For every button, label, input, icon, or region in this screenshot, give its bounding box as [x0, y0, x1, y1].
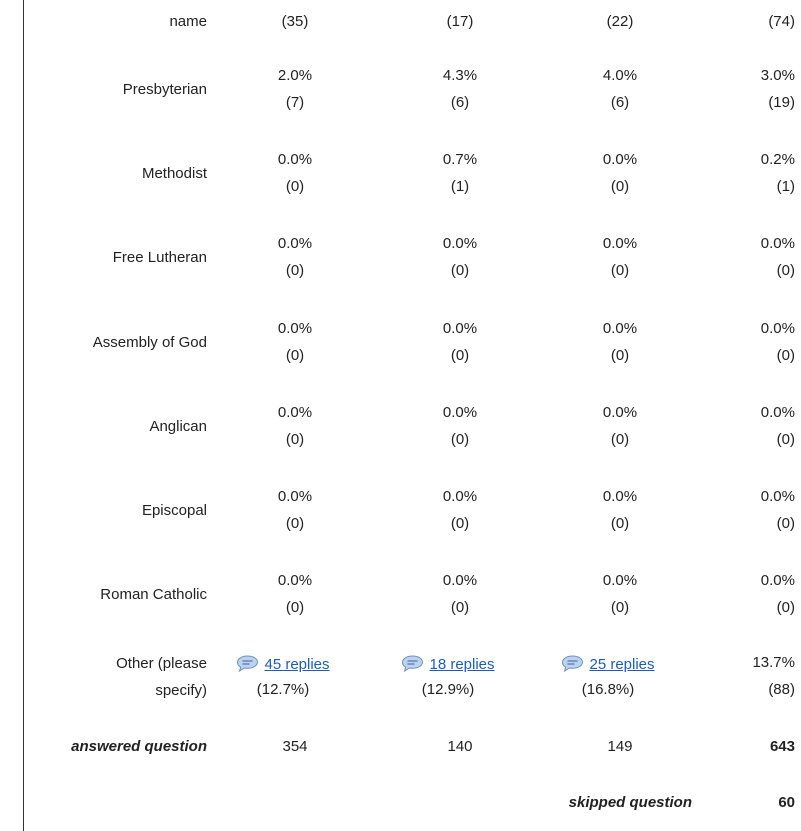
- cell-percent: 0.0%: [277, 572, 313, 590]
- cell-count: (17): [446, 13, 474, 30]
- cell-percent: 0.0%: [442, 488, 478, 505]
- cell-count: (0): [610, 430, 630, 448]
- cell-count: (0): [450, 430, 470, 448]
- cell-percent: 0.0%: [277, 235, 313, 253]
- cell-count: (1): [776, 178, 795, 196]
- cell-percent: 0.0%: [602, 403, 638, 421]
- cell-count: (0): [610, 515, 630, 532]
- cell-count: (0): [776, 346, 795, 364]
- row-label: Free Lutheran: [112, 249, 207, 267]
- cell-count: (0): [776, 515, 795, 532]
- cell-percent: 0.0%: [442, 319, 478, 337]
- cell-count: (0): [776, 430, 795, 448]
- cell-percent: 0.0%: [602, 235, 638, 253]
- cell-count: (0): [610, 262, 630, 280]
- comment-icon: [561, 655, 583, 673]
- answered-label: answered question: [71, 738, 207, 755]
- cell-count: (19): [768, 94, 795, 111]
- cell-percent: 0.0%: [602, 151, 638, 169]
- cell-count: (88): [768, 681, 795, 698]
- cell-percent: 0.7%: [442, 151, 478, 169]
- cell-percent: 0.0%: [602, 319, 638, 337]
- replies-cell: 25 replies: [561, 654, 655, 674]
- comment-icon: [236, 655, 258, 673]
- cell-count: (0): [610, 346, 630, 364]
- cell-percent: 0.0%: [442, 403, 478, 421]
- cell-percent: 4.0%: [602, 67, 638, 84]
- cell-count: (0): [450, 346, 470, 364]
- answered-count: 354: [282, 738, 308, 755]
- replies-link[interactable]: 25 replies: [589, 656, 655, 673]
- comment-icon: [401, 655, 423, 673]
- cell-count: (0): [610, 599, 630, 617]
- row-label: Anglican: [149, 417, 207, 435]
- cell-count: (0): [285, 178, 305, 196]
- row-label: Other (please specify): [116, 655, 207, 699]
- cell-count: (6): [450, 94, 470, 111]
- row-label: Episcopal: [141, 502, 207, 519]
- row-label: name: [169, 13, 207, 30]
- skipped-count: 60: [778, 794, 795, 811]
- cell-count: (0): [285, 346, 305, 364]
- answered-count: 149: [607, 738, 633, 755]
- cell-percent: 0.0%: [602, 488, 638, 505]
- cell-percent: 0.0%: [760, 403, 795, 421]
- cell-count: (0): [776, 262, 795, 280]
- cell-percent: 0.0%: [277, 488, 313, 505]
- cell-percent: 3.0%: [760, 67, 795, 84]
- cell-count: (0): [285, 599, 305, 617]
- cell-percent: (16.8%): [581, 681, 635, 698]
- cell-count: (7): [285, 94, 305, 111]
- cell-count: (74): [768, 13, 795, 30]
- cell-percent: 0.0%: [760, 319, 795, 337]
- skipped-label: skipped question: [568, 794, 692, 811]
- cell-count: (0): [285, 262, 305, 280]
- answered-count: 140: [447, 738, 473, 755]
- cell-percent: 0.0%: [602, 572, 638, 590]
- left-border: [23, 0, 24, 831]
- cell-count: (0): [776, 599, 795, 617]
- cell-percent: 0.0%: [760, 488, 795, 505]
- row-label: Roman Catholic: [100, 586, 207, 604]
- cell-percent: 0.0%: [277, 403, 313, 421]
- cell-count: (1): [450, 178, 470, 196]
- answered-count: 643: [769, 738, 795, 755]
- cell-percent: 13.7%: [752, 654, 795, 671]
- replies-cell: 45 replies: [236, 654, 330, 674]
- cell-count: (0): [610, 178, 630, 196]
- cell-percent: 0.0%: [760, 235, 795, 253]
- cell-percent: 4.3%: [442, 67, 478, 84]
- cell-percent: 0.2%: [760, 151, 795, 169]
- row-label: Assembly of God: [92, 333, 207, 351]
- cell-count: (6): [610, 94, 630, 111]
- cell-percent: 0.0%: [442, 572, 478, 590]
- cell-percent: 0.0%: [277, 319, 313, 337]
- cell-count: (0): [450, 262, 470, 280]
- cell-percent: (12.9%): [421, 681, 475, 698]
- cell-count: (22): [606, 13, 634, 30]
- row-label: Presbyterian: [122, 81, 207, 98]
- replies-link[interactable]: 45 replies: [264, 656, 330, 673]
- cell-percent: 2.0%: [277, 67, 313, 84]
- cell-count: (0): [285, 515, 305, 532]
- replies-cell: 18 replies: [401, 654, 495, 674]
- cell-percent: (12.7%): [256, 681, 310, 698]
- cell-count: (0): [285, 430, 305, 448]
- cell-percent: 0.0%: [277, 151, 313, 169]
- cell-count: (35): [281, 13, 309, 30]
- row-label: Methodist: [141, 165, 207, 183]
- cell-percent: 0.0%: [760, 572, 795, 590]
- cell-count: (0): [450, 515, 470, 532]
- cell-count: (0): [450, 599, 470, 617]
- cell-percent: 0.0%: [442, 235, 478, 253]
- replies-link[interactable]: 18 replies: [429, 656, 495, 673]
